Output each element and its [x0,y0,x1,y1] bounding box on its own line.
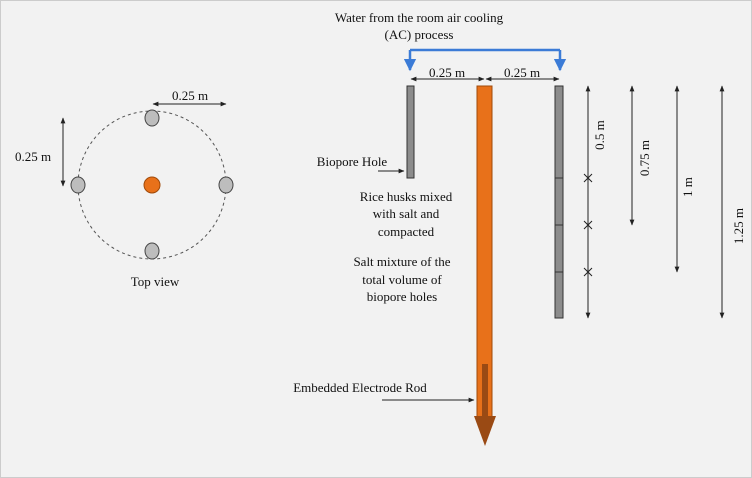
label: Rice husks mixed [360,189,453,204]
label: 0.5 m [592,120,607,150]
label: with salt and [373,206,440,221]
electrode-shaft [482,364,488,418]
label: 0.25 m [504,65,540,80]
top-view: 0.25 m 0.25 m Top view [15,88,234,289]
label: 0.25 m [172,88,208,103]
side-view: Water from the room air cooling (AC) pro… [293,10,746,446]
hole [70,176,86,194]
label: 1 m [680,177,695,197]
label: biopore holes [367,289,437,304]
caption: Top view [131,274,180,289]
rod [143,176,161,194]
label: 0.25 m [15,149,51,164]
biopore-left [406,85,415,179]
biopore-right [554,85,564,319]
label: Embedded Electrode Rod [293,380,427,395]
label: Biopore Hole [317,154,388,169]
hole [144,109,160,127]
label: Water from the room air cooling [335,10,504,25]
label: (AC) process [385,27,454,42]
label: 0.25 m [429,65,465,80]
label: 1.25 m [731,208,746,244]
hole [144,242,160,260]
electrode-tip [474,416,496,446]
hole [218,176,234,194]
label: Salt mixture of the [353,254,450,269]
depth-marks [583,173,593,277]
label: total volume of [362,272,442,287]
label: compacted [378,224,435,239]
label: 0.75 m [637,140,652,176]
